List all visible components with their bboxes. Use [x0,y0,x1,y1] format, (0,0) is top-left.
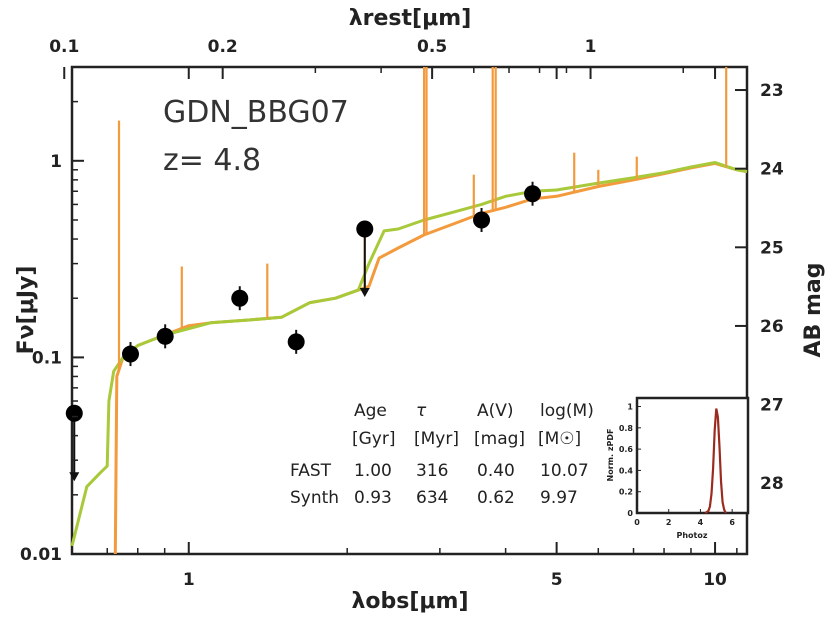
table-cell-synth-av: 0.62 [477,488,515,508]
photometry-point [121,345,139,363]
table-row-name-fast: FAST [290,461,332,481]
top-axis-label: λrest[μm] [349,6,472,31]
inset-x-tick-label: 0 [634,518,640,527]
photometry-point [287,333,305,351]
inset-layer: 0 2 4 6 0 0.2 0.4 0.6 0.8 1 [619,403,736,527]
photometry-point [473,211,491,229]
y-tick-label: 0.1 [32,348,62,368]
inset-x-label: Photoz [676,531,707,540]
photometry-point [156,327,174,345]
table-cell-synth-logm: 9.97 [540,488,578,508]
inset-y-tick-label: 0.6 [619,445,634,454]
inset-y-tick-label: 0.2 [619,488,633,497]
table-cell-fast-tau: 316 [416,461,448,481]
redshift-label: z= 4.8 [163,143,261,178]
series-layer [70,161,748,555]
table-cell-fast-av: 0.40 [477,461,515,481]
y-tick-label: 0.01 [20,545,62,565]
inset-frame [635,396,750,515]
series-line-fast [70,161,748,547]
y-tick-label: 1 [50,152,62,172]
photometry-point [356,220,374,238]
inset-y-tick-label: 0 [627,509,633,518]
inset-x-tick-label: 2 [666,518,672,527]
table-header-av: A(V) [477,401,514,421]
photometry-point [231,289,249,307]
object-name: GDN_BBG07 [163,95,349,130]
table-unit-age: [Gyr] [352,429,396,449]
inset-y-label: Norm. zPDF [606,429,615,482]
inset-zpdf: 0 2 4 6 0 0.2 0.4 0.6 0.8 1 Photoz Norm. zPDF [606,396,750,540]
table-unit-tau: [Myr] [414,429,459,449]
inset-y-tick-label: 0.4 [619,466,634,475]
inset-y-tick-label: 1 [627,403,633,412]
inset-zpdf-curve [704,408,727,514]
x-tick-label: 10 [703,570,727,590]
table-cell-synth-age: 0.93 [354,488,392,508]
upper-limit-arrowhead [359,287,370,297]
x-tick-label: 1 [183,570,195,590]
right-tick-label: 27 [760,396,784,416]
right-tick-label: 28 [760,474,784,494]
photometry-point [524,185,542,203]
top-tick-label: 0.1 [49,37,79,57]
table-header-logm: log(M) [540,401,594,421]
table-header-age: Age [354,401,387,421]
parameter-table: Age τ A(V) log(M) [Gyr] [Myr] [mag] [M☉]… [290,401,594,508]
inset-y-tick-label: 0.8 [619,424,634,433]
table-row-name-synth: Synth [290,488,339,508]
top-tick-label: 1 [585,37,597,57]
right-tick-label: 25 [760,238,784,258]
table-cell-synth-tau: 634 [416,488,448,508]
right-axis-label: AB mag [801,263,826,358]
y-axis-label: Fν[μJy] [14,266,39,355]
inset-x-tick-label: 6 [729,518,735,527]
table-cell-fast-age: 1.00 [354,461,392,481]
plot-frame [70,65,749,556]
table-unit-av: [mag] [474,429,525,449]
table-cell-fast-logm: 10.07 [540,461,589,481]
x-axis-label: λobs[μm] [351,589,468,614]
top-tick-label: 0.2 [208,37,238,57]
top-tick-label: 0.5 [417,37,447,57]
photometry-layer [65,181,542,482]
right-tick-label: 23 [760,81,784,101]
right-tick-label: 24 [760,160,784,180]
photometry-point [65,404,83,422]
table-header-tau: τ [416,401,427,421]
table-unit-logm: [M☉] [538,429,581,449]
inset-x-tick-label: 4 [698,518,704,527]
x-tick-label: 5 [551,570,563,590]
upper-limit-arrowhead [69,472,80,482]
right-tick-label: 26 [760,317,784,337]
emission-lines-layer [117,67,728,370]
